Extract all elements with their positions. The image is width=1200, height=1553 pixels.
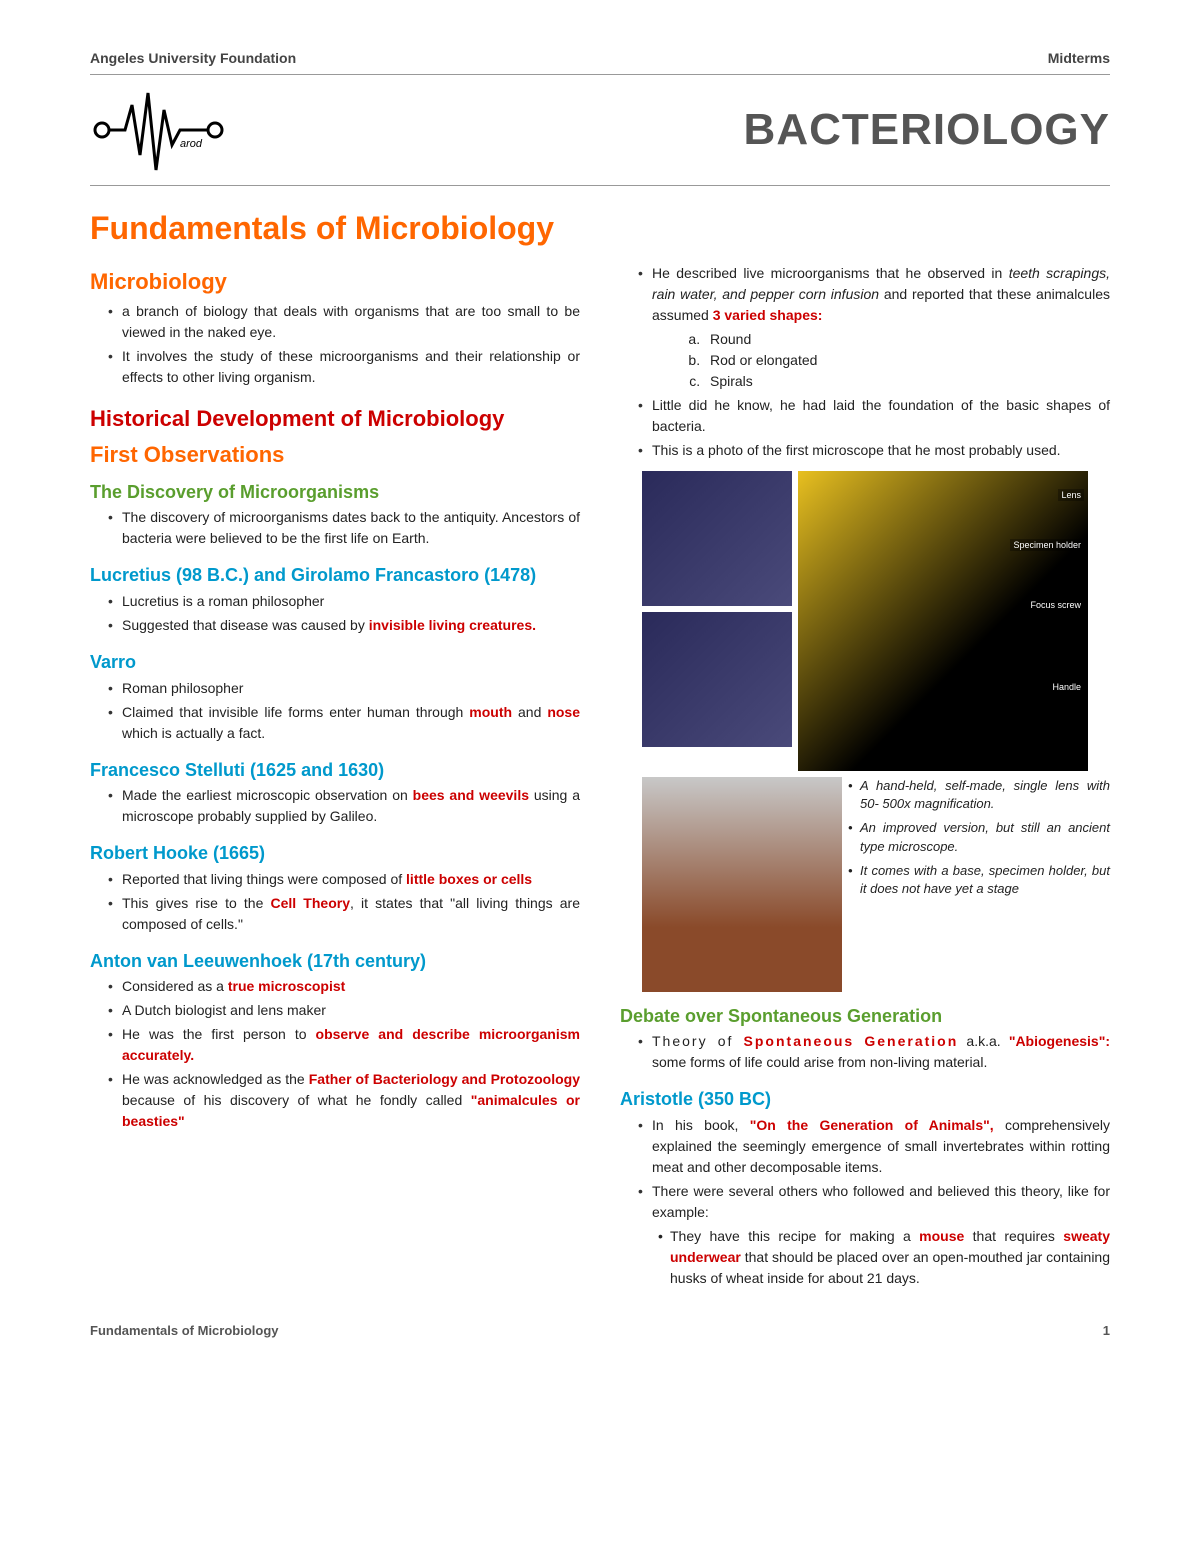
list-item: It involves the study of these microorga… bbox=[122, 346, 580, 388]
person-heading: Varro bbox=[90, 652, 580, 674]
list-item: Little did he know, he had laid the foun… bbox=[652, 395, 1110, 437]
divider bbox=[90, 185, 1110, 186]
university-name: Angeles University Foundation bbox=[90, 50, 296, 66]
title-row: arod BACTERIOLOGY bbox=[90, 77, 1110, 183]
diagram-label: Handle bbox=[1049, 681, 1084, 693]
section-heading: Microbiology bbox=[90, 269, 580, 295]
page-number: 1 bbox=[1103, 1323, 1110, 1338]
page-footer: Fundamentals of Microbiology 1 bbox=[90, 1323, 1110, 1338]
list-item: Reported that living things were compose… bbox=[122, 869, 580, 890]
person-heading: Aristotle (350 BC) bbox=[620, 1089, 1110, 1111]
person-heading: Lucretius (98 B.C.) and Girolamo Francas… bbox=[90, 565, 580, 587]
waveform-icon: arod bbox=[90, 85, 230, 175]
caption-item: It comes with a base, specimen holder, b… bbox=[860, 862, 1110, 898]
list-item: Theory of Spontaneous Generation a.k.a. … bbox=[652, 1031, 1110, 1073]
list-item: A Dutch biologist and lens maker bbox=[122, 1000, 580, 1021]
svg-text:arod: arod bbox=[180, 138, 203, 150]
image-captions: A hand-held, self-made, single lens with… bbox=[848, 777, 1110, 904]
bullet-list: He described live microorganisms that he… bbox=[620, 263, 1110, 461]
list-item: Roman philosopher bbox=[122, 678, 580, 699]
list-item: In his book, "On the Generation of Anima… bbox=[652, 1115, 1110, 1178]
left-column: Microbiology a branch of biology that de… bbox=[90, 259, 580, 1293]
bullet-list: Lucretius is a roman philosopher Suggest… bbox=[90, 591, 580, 636]
microscope-image-3 bbox=[642, 777, 842, 992]
course-title: BACTERIOLOGY bbox=[744, 105, 1110, 155]
bullet-list: Roman philosopher Claimed that invisible… bbox=[90, 678, 580, 744]
footer-title: Fundamentals of Microbiology bbox=[90, 1323, 279, 1338]
topic-heading: The Discovery of Microorganisms bbox=[90, 482, 580, 503]
bullet-list: In his book, "On the Generation of Anima… bbox=[620, 1115, 1110, 1289]
person-heading: Francesco Stelluti (1625 and 1630) bbox=[90, 760, 580, 782]
list-item: Spirals bbox=[704, 371, 1110, 392]
list-item: This is a photo of the first microscope … bbox=[652, 440, 1110, 461]
list-item: He was the first person to observe and d… bbox=[122, 1024, 580, 1066]
list-item: Suggested that disease was caused by inv… bbox=[122, 615, 580, 636]
caption-item: An improved version, but still an ancien… bbox=[860, 819, 1110, 855]
person-heading: Anton van Leeuwenhoek (17th century) bbox=[90, 951, 580, 973]
page-header: Angeles University Foundation Midterms bbox=[90, 50, 1110, 66]
list-item: Made the earliest microscopic observatio… bbox=[122, 785, 580, 827]
bullet-list: The discovery of microorganisms dates ba… bbox=[90, 507, 580, 549]
list-item: Claimed that invisible life forms enter … bbox=[122, 702, 580, 744]
logo: arod bbox=[90, 85, 230, 175]
caption-item: A hand-held, self-made, single lens with… bbox=[860, 777, 1110, 813]
list-item: This gives rise to the Cell Theory, it s… bbox=[122, 893, 580, 935]
microscope-images: Lens Specimen holder Focus screw Handle … bbox=[642, 471, 1110, 992]
divider bbox=[90, 74, 1110, 75]
page-title: Fundamentals of Microbiology bbox=[90, 210, 1110, 247]
list-item: They have this recipe for making a mouse… bbox=[670, 1226, 1110, 1289]
diagram-label: Specimen holder bbox=[1010, 539, 1084, 551]
term-label: Midterms bbox=[1048, 50, 1110, 66]
content-columns: Microbiology a branch of biology that de… bbox=[90, 259, 1110, 1293]
subsection-heading: First Observations bbox=[90, 442, 580, 468]
bullet-list: Made the earliest microscopic observatio… bbox=[90, 785, 580, 827]
list-item: There were several others who followed a… bbox=[652, 1181, 1110, 1289]
list-item: a branch of biology that deals with orga… bbox=[122, 301, 580, 343]
right-column: He described live microorganisms that he… bbox=[620, 259, 1110, 1293]
list-item: Round bbox=[704, 329, 1110, 350]
list-item: Lucretius is a roman philosopher bbox=[122, 591, 580, 612]
list-item: He described live microorganisms that he… bbox=[652, 263, 1110, 392]
list-item: Considered as a true microscopist bbox=[122, 976, 580, 997]
bullet-list: Theory of Spontaneous Generation a.k.a. … bbox=[620, 1031, 1110, 1073]
bullet-list: Considered as a true microscopist A Dutc… bbox=[90, 976, 580, 1132]
section-heading: Historical Development of Microbiology bbox=[90, 406, 580, 432]
bullet-list: a branch of biology that deals with orga… bbox=[90, 301, 580, 388]
list-item: Rod or elongated bbox=[704, 350, 1110, 371]
microscope-image-1 bbox=[642, 471, 792, 606]
diagram-label: Lens bbox=[1058, 489, 1084, 501]
diagram-label: Focus screw bbox=[1027, 599, 1084, 611]
lettered-list: Round Rod or elongated Spirals bbox=[652, 329, 1110, 392]
microscope-image-2 bbox=[642, 612, 792, 747]
topic-heading: Debate over Spontaneous Generation bbox=[620, 1006, 1110, 1027]
microscope-diagram: Lens Specimen holder Focus screw Handle bbox=[798, 471, 1088, 771]
list-item: He was acknowledged as the Father of Bac… bbox=[122, 1069, 580, 1132]
sub-list: They have this recipe for making a mouse… bbox=[652, 1226, 1110, 1289]
list-item: The discovery of microorganisms dates ba… bbox=[122, 507, 580, 549]
bullet-list: Reported that living things were compose… bbox=[90, 869, 580, 935]
person-heading: Robert Hooke (1665) bbox=[90, 843, 580, 865]
